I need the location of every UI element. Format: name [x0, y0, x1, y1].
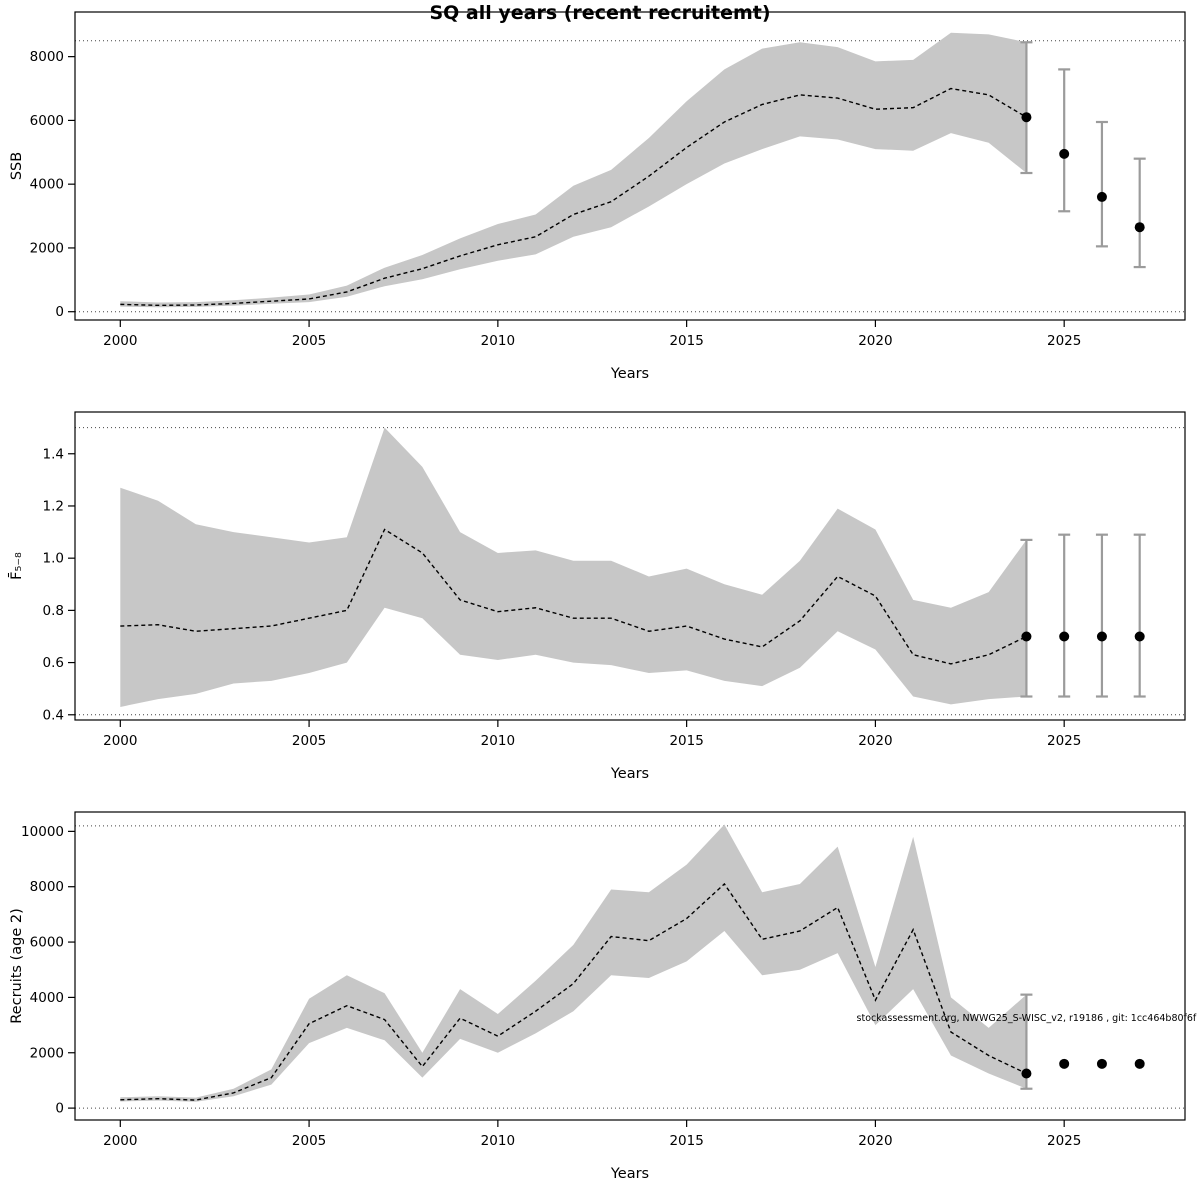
forecast-point [1096, 1058, 1107, 1069]
reference-lines [75, 825, 1185, 1109]
x-tick-label: 2015 [669, 733, 703, 749]
y-tick-label: 0.6 [43, 655, 64, 671]
forecast-point [1134, 1058, 1145, 1069]
y-axis-title: SSB [9, 152, 25, 180]
x-tick-label: 2015 [669, 1133, 703, 1149]
source-note: stockassessment.org, NWWG25_S-WISC_v2, r… [857, 1013, 1197, 1024]
x-axis-title: Years [610, 1166, 649, 1182]
x-tick-label: 2010 [481, 333, 515, 349]
x-tick-label: 2015 [669, 333, 703, 349]
forecast-point [1096, 631, 1107, 642]
x-tick-label: 2005 [292, 1133, 326, 1149]
estimate-line [120, 528, 1027, 665]
y-tick-label: 6000 [30, 935, 64, 951]
y-tick-label: 1.2 [43, 498, 64, 514]
axes: 2000 2005 2010 2015 2020 2025 0.4 0.6 0.8 1.0 1.2 1… [7, 446, 1081, 782]
forecast-point [1059, 148, 1070, 159]
x-tick-label: 2025 [1047, 733, 1081, 749]
x-tick-label: 2005 [292, 733, 326, 749]
x-tick-label: 2010 [481, 733, 515, 749]
y-axis-title: F̄₅₋₈ [7, 552, 25, 580]
confidence-band [120, 427, 1027, 707]
y-tick-label: 2000 [30, 1045, 64, 1061]
plot-frame [74, 811, 1186, 1121]
x-tick-label: 2025 [1047, 1133, 1081, 1149]
forecast-point [1021, 631, 1032, 642]
x-tick-label: 2020 [858, 333, 892, 349]
y-axis-title: Recruits (age 2) [9, 908, 25, 1024]
y-tick-label: 8000 [30, 49, 64, 65]
fbar-panel: 2000 2005 2010 2015 2020 2025 0.4 0.6 0.8 1.0 1.2 1… [7, 411, 1186, 782]
forecast-point [1021, 112, 1032, 123]
x-tick-label: 2020 [858, 733, 892, 749]
forecast-point [1059, 1058, 1070, 1069]
x-axis-title: Years [610, 366, 649, 382]
y-tick-label: 0 [55, 1101, 64, 1117]
y-tick-label: 8000 [30, 879, 64, 895]
y-tick-label: 0.8 [43, 603, 64, 619]
axes: 2000 2005 2010 2015 2020 2025 0 2000 4000 6000 800… [9, 49, 1081, 382]
y-tick-label: 1.0 [43, 551, 64, 567]
ssb-panel: 2000 2005 2010 2015 2020 2025 0 2000 4000 6000 800… [9, 11, 1186, 382]
forecast-points [1020, 41, 1146, 269]
forecast-point [1059, 631, 1070, 642]
y-tick-label: 4000 [30, 990, 64, 1006]
y-tick-label: 6000 [30, 113, 64, 129]
x-tick-label: 2020 [858, 1133, 892, 1149]
recruits-panel: 2000 2005 2010 2015 2020 2025 0 2000 4000 6000 800… [9, 811, 1197, 1182]
reference-lines [75, 427, 1185, 716]
x-axis-title: Years [610, 766, 649, 782]
y-tick-label: 4000 [30, 177, 64, 193]
forecast-points [1020, 533, 1146, 698]
forecast-points [1020, 993, 1145, 1090]
forecast-point [1134, 631, 1145, 642]
x-tick-label: 2005 [292, 333, 326, 349]
y-tick-label: 0.4 [43, 707, 64, 723]
x-tick-label: 2010 [481, 1133, 515, 1149]
plot-frame [74, 11, 1186, 321]
forecast-point [1134, 222, 1145, 233]
x-tick-label: 2025 [1047, 333, 1081, 349]
estimate-line [120, 882, 1027, 1101]
confidence-band [120, 824, 1027, 1102]
confidence-band [120, 32, 1027, 308]
forecast-point [1021, 1068, 1032, 1079]
x-tick-label: 2000 [103, 1133, 137, 1149]
y-tick-label: 10000 [21, 824, 64, 840]
forecast-point [1096, 191, 1107, 202]
y-tick-label: 2000 [30, 240, 64, 256]
plot-frame [74, 411, 1186, 721]
axes: 2000 2005 2010 2015 2020 2025 0 2000 4000 6000 800… [9, 824, 1081, 1182]
x-tick-label: 2000 [103, 333, 137, 349]
y-tick-label: 1.4 [43, 446, 64, 462]
x-tick-label: 2000 [103, 733, 137, 749]
y-tick-label: 0 [55, 304, 64, 320]
